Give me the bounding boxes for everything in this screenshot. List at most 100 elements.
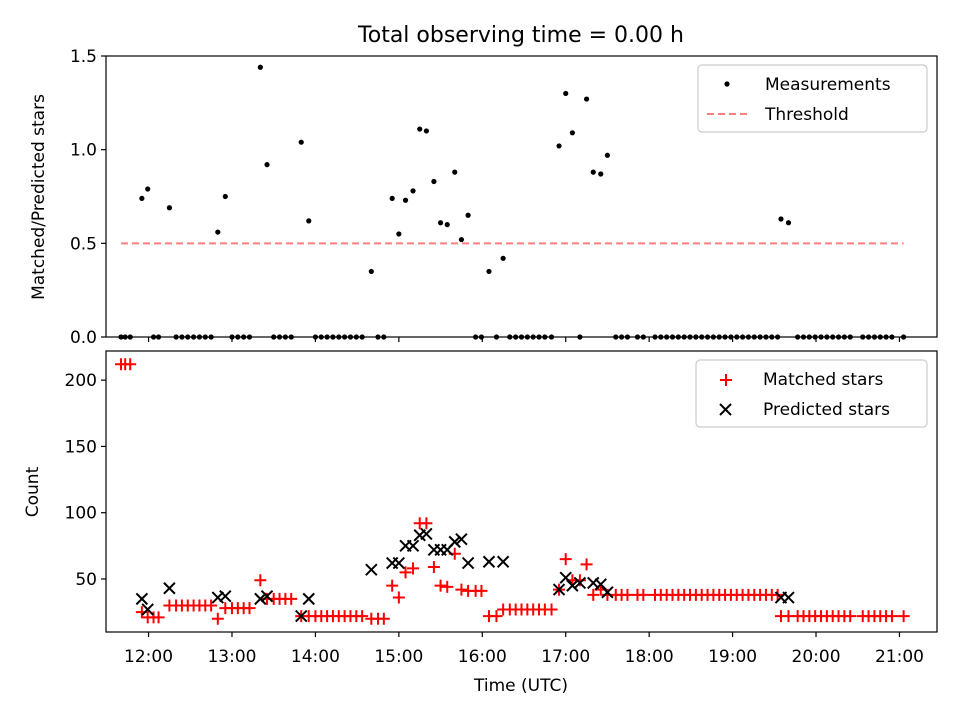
measurements-point bbox=[145, 186, 151, 192]
top-y-axis-label: Matched/Predicted stars bbox=[29, 94, 49, 300]
top-legend-box bbox=[697, 64, 928, 133]
y-tick-label: 100 bbox=[65, 504, 97, 524]
matched-stars-point bbox=[621, 588, 634, 601]
measurements-point bbox=[417, 126, 423, 132]
matched-stars-point bbox=[580, 558, 593, 571]
y-tick-label: 50 bbox=[75, 570, 97, 590]
bottom-axes-frame bbox=[105, 350, 938, 633]
x-tick-label: 17:00 bbox=[541, 647, 590, 667]
measurements-point bbox=[166, 205, 173, 211]
y-tick-label: 1.5 bbox=[70, 47, 97, 67]
top-plot-area bbox=[118, 64, 907, 340]
measurements-point bbox=[444, 222, 450, 228]
measurements-point bbox=[500, 255, 506, 261]
predicted-stars-point bbox=[163, 582, 176, 595]
matched-stars-point bbox=[205, 599, 218, 612]
x-tick-label: 14:00 bbox=[291, 647, 340, 667]
measurements-point bbox=[778, 216, 784, 222]
bottom-legend-box bbox=[695, 359, 928, 428]
measurements-point bbox=[458, 236, 465, 243]
y-tick-label: 0.5 bbox=[70, 234, 97, 254]
matched-stars-point bbox=[441, 580, 454, 593]
measurements-point bbox=[402, 197, 409, 203]
bottom-x-ticks: 12:00 13:00 14:00 15:00 16:00 17:00 18:00 19:00… bbox=[124, 632, 924, 667]
matched-stars-point bbox=[407, 562, 420, 575]
measurements-point bbox=[139, 195, 145, 201]
x-tick-label: 13:00 bbox=[207, 647, 256, 667]
matched-stars-point bbox=[211, 612, 224, 625]
x-tick-label: 21:00 bbox=[875, 647, 924, 667]
x-tick-label: 15:00 bbox=[374, 647, 423, 667]
y-tick-label: 0.0 bbox=[70, 328, 97, 348]
predicted-stars-point bbox=[392, 556, 406, 570]
predicted-stars-point bbox=[573, 576, 587, 590]
measurements-point bbox=[431, 178, 437, 185]
x-tick-label: 16:00 bbox=[458, 647, 507, 667]
predicted-stars-point bbox=[365, 563, 378, 576]
y-tick-label: 1.0 bbox=[70, 141, 97, 161]
predicted-stars-point bbox=[552, 583, 566, 596]
predicted-stars-point bbox=[601, 586, 614, 599]
bottom-plot-area bbox=[115, 358, 910, 625]
chart-title: Total observing time = 0.00 h bbox=[357, 23, 684, 48]
top-y-ticks: 0.0 0.5 1.0 1.5 bbox=[70, 47, 106, 348]
predicted-stars-point bbox=[302, 592, 315, 606]
legend-matched-label: Matched stars bbox=[763, 370, 883, 390]
measurements-point bbox=[590, 169, 596, 175]
matched-stars-point bbox=[386, 579, 399, 592]
matched-stars-point bbox=[885, 610, 898, 623]
x-tick-label: 18:00 bbox=[625, 647, 674, 667]
measurements-point bbox=[257, 64, 263, 70]
matched-stars-point bbox=[897, 610, 910, 623]
measurements-point bbox=[598, 171, 604, 177]
top-axes-frame bbox=[105, 55, 938, 338]
measurements-point bbox=[264, 162, 270, 168]
predicted-stars-point bbox=[461, 556, 475, 570]
matched-stars-point bbox=[285, 592, 298, 605]
matched-stars-point bbox=[475, 584, 488, 597]
predicted-stars-point bbox=[219, 590, 232, 603]
matched-stars-point bbox=[377, 612, 390, 625]
predicted-stars-point bbox=[455, 533, 468, 546]
matched-stars-point bbox=[243, 602, 256, 615]
matched-stars-point bbox=[545, 603, 558, 616]
matched-stars-point bbox=[844, 610, 857, 623]
top-x-ticks bbox=[147, 337, 901, 342]
measurements-point bbox=[486, 268, 492, 275]
measurements-point bbox=[423, 128, 429, 134]
measurements-point bbox=[389, 195, 395, 201]
predicted-stars-point bbox=[135, 592, 149, 606]
matched-stars-point bbox=[455, 583, 468, 596]
matched-stars-point bbox=[152, 611, 165, 624]
predicted-stars-point bbox=[420, 527, 433, 541]
measurements-point bbox=[437, 220, 444, 226]
matched-stars-point bbox=[490, 610, 503, 623]
measurements-point bbox=[222, 193, 228, 200]
measurements-point bbox=[298, 139, 304, 145]
measurements-point bbox=[452, 169, 458, 175]
bottom-legend: Matched stars Predicted stars bbox=[695, 359, 928, 428]
legend-predicted-marker bbox=[719, 403, 732, 416]
legend-predicted-label: Predicted stars bbox=[763, 400, 890, 420]
x-tick-label: 20:00 bbox=[792, 647, 841, 667]
measurements-point bbox=[465, 212, 471, 218]
measurements-point bbox=[556, 143, 562, 149]
measurements-point bbox=[569, 130, 575, 136]
matched-stars-point bbox=[399, 566, 412, 579]
x-tick-label: 19:00 bbox=[708, 647, 757, 667]
legend-measurements-label: Measurements bbox=[765, 75, 891, 95]
predicted-stars-point bbox=[496, 555, 510, 568]
predicted-stars-point bbox=[482, 555, 496, 568]
measurements-point bbox=[785, 220, 792, 226]
matched-stars-point bbox=[559, 553, 572, 566]
measurements-point bbox=[215, 229, 221, 235]
measurements-point bbox=[583, 96, 590, 102]
matched-stars-point bbox=[637, 588, 650, 601]
predicted-stars-point bbox=[141, 603, 154, 616]
y-tick-label: 200 bbox=[65, 371, 97, 391]
predicted-stars-point bbox=[254, 592, 267, 606]
measurements-point bbox=[604, 152, 611, 158]
measurements-point bbox=[410, 188, 416, 194]
predicted-stars-point bbox=[295, 609, 308, 623]
